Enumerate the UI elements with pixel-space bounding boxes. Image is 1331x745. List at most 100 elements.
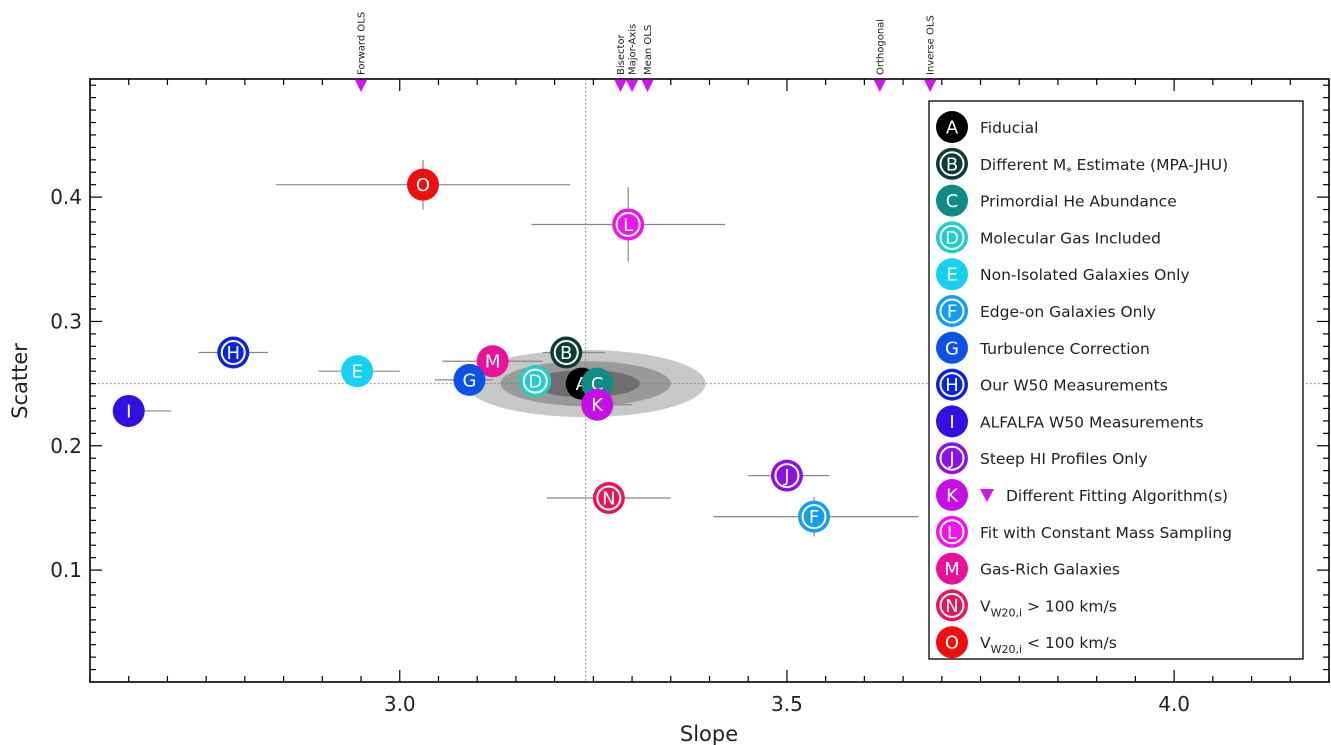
legend-marker-O-circle [936,626,968,659]
legend-marker-I-circle [936,405,968,438]
legend-marker-F-ring [939,298,965,324]
point-L: L [612,208,645,241]
point-G: G [453,363,486,396]
legend-marker-G: G [936,331,968,364]
point-J-letter: J [783,466,789,487]
point-N-ring [596,485,622,511]
point-D: D [519,365,552,398]
legend-marker-K-circle [936,479,968,511]
legend-marker-B-ring [939,151,965,177]
data-points: OLHIEMGDBACKNJF [112,168,831,533]
legend-label-B: Different M* Estimate (MPA-JHU) [980,156,1228,178]
algo-label: Mean OLS [643,25,654,75]
point-G-letter: G [462,370,476,391]
legend: A Fiducial B Different M* Estimate (MPA-JHU… [928,100,1304,660]
y-axis-label: Scatter [8,343,32,419]
legend-label-D: Molecular Gas Included [980,229,1161,247]
algo-marker [614,80,627,92]
point-H-letter: H [226,343,240,364]
legend-marker-O-letter: O [945,633,959,654]
point-I-circle [112,394,145,427]
legend-triangle [980,489,994,502]
point-G-circle [453,363,486,396]
point-F: F [798,500,831,533]
algo-label: Bisector [616,33,627,75]
algo-marker [924,80,937,92]
point-O-circle [406,168,439,201]
algo-label: Forward OLS [357,12,368,75]
algo-marker [641,80,654,92]
point-K: K [581,388,614,421]
fitting-algorithm-markers: Forward OLS Bisector Major-Axis Mean OLS Ort… [355,12,937,92]
point-E-letter: E [351,362,362,383]
legend-label-N: VW20,i > 100 km/s [980,597,1117,619]
point-M-letter: M [485,352,501,373]
legend-label-G: Turbulence Correction [979,340,1150,358]
legend-marker-A-letter: A [946,118,959,139]
legend-marker-A-circle [936,111,968,143]
legend-label-L: Fit with Constant Mass Sampling [980,524,1232,542]
legend-marker-L: L [936,515,968,548]
legend-marker-N-ring [939,592,965,618]
legend-label-O: VW20,i < 100 km/s [980,634,1117,656]
point-B-ring [553,340,579,366]
algo-label: Orthogonal [875,19,886,75]
legend-label-H: Our W50 Measurements [980,377,1168,395]
legend-marker-J-ring [939,445,965,471]
point-B-letter: B [560,343,572,364]
algo-marker [626,80,639,92]
y-tick-label: 0.4 [50,185,82,209]
legend-label-E: Non-Isolated Galaxies Only [980,266,1190,284]
legend-marker-D-letter: D [945,228,959,249]
legend-box [928,100,1304,660]
legend-marker-D: D [936,221,968,254]
legend-label-F: Edge-on Galaxies Only [980,303,1156,321]
legend-marker-H-ring [939,372,965,398]
legend-marker-I: I [936,405,968,438]
legend-marker-C-letter: C [946,191,959,212]
legend-marker-L-ring [939,519,965,545]
y-tick-label: 0.2 [50,434,82,458]
axes: 3.0 3.5 4.0 0.1 0.2 0.3 0.4 [50,78,1330,716]
x-axis-label: Slope [680,722,738,745]
point-D-ring [522,368,548,394]
legend-marker-I-letter: I [949,412,954,433]
point-O: O [406,168,439,201]
legend-label-C: Primordial He Abundance [980,193,1177,211]
point-F-letter: F [809,507,819,528]
point-K-circle [581,388,614,421]
y-tick-label: 0.3 [50,309,82,333]
point-M-circle [476,345,509,378]
legend-marker-K: K [936,479,968,511]
legend-marker-B: B [936,147,968,180]
legend-label-I: ALFALFA W50 Measurements [980,413,1203,431]
legend-marker-F: F [936,295,968,327]
point-E-circle [341,355,374,388]
legend-marker-L-letter: L [947,522,957,543]
legend-marker-H: H [936,368,968,401]
algo-marker [873,80,886,92]
y-tick-label: 0.1 [50,558,82,582]
legend-marker-N: N [936,589,968,622]
legend-marker-E-circle [936,258,968,291]
legend-marker-A: A [936,111,968,143]
legend-marker-E-letter: E [946,265,957,286]
point-K-letter: K [591,395,604,416]
point-N: N [592,481,625,514]
point-J: J [770,459,803,492]
legend-label-J: Steep HI Profiles Only [980,450,1148,468]
legend-marker-G-circle [936,331,968,364]
x-tick-label: 3.0 [384,692,416,716]
point-L-letter: L [623,215,633,236]
legend-marker-G-letter: G [945,338,959,359]
legend-marker-D-ring [939,224,965,250]
point-E: E [341,355,374,388]
algo-label: Major-Axis [628,24,639,75]
point-N-letter: N [602,488,615,509]
legend-marker-M-letter: M [944,559,960,580]
algo-marker [355,80,368,92]
legend-marker-C: C [936,184,968,217]
legend-marker-K-letter: K [946,486,959,507]
legend-marker-M-circle [936,552,968,585]
